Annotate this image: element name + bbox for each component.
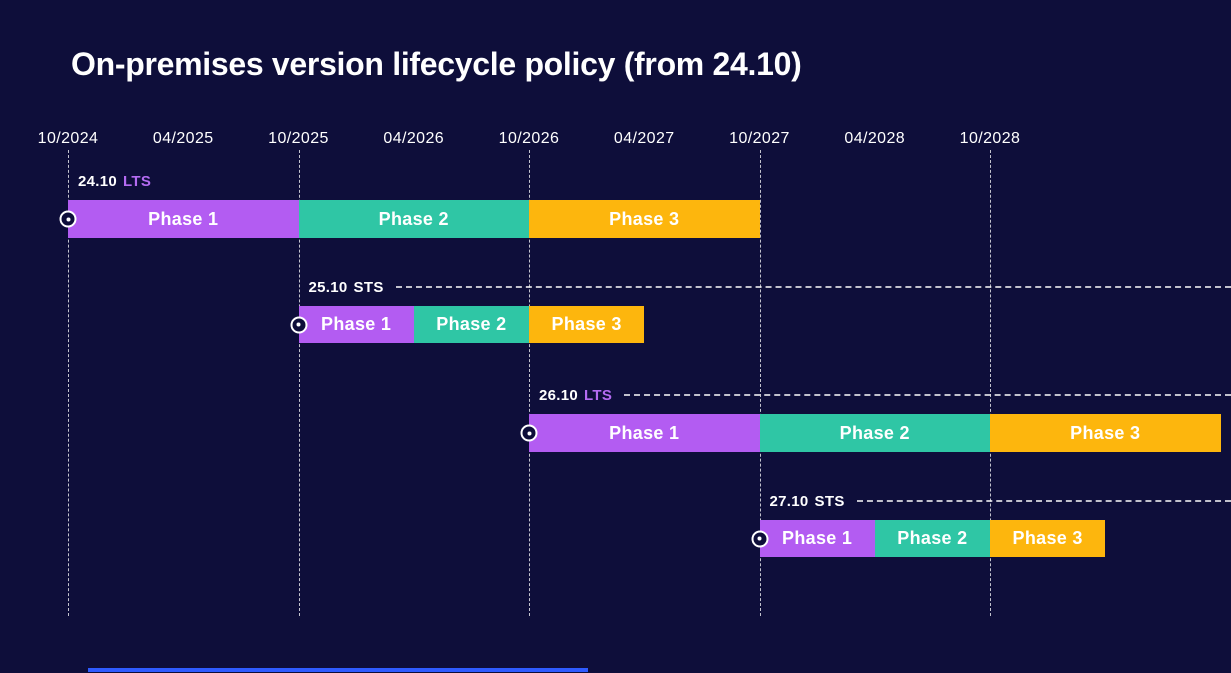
phase-bar: Phase 1	[68, 200, 299, 238]
axis-tick-label: 10/2027	[729, 130, 790, 147]
marker-dot	[296, 322, 301, 327]
release-start-marker	[751, 530, 768, 547]
axis-tick-label: 04/2027	[613, 130, 675, 147]
phase-bar: Phase 3	[529, 306, 645, 343]
axis-tick-label: 10/2026	[498, 130, 560, 147]
page-title: On-premises version lifecycle policy (fr…	[71, 46, 802, 82]
release-version: 26.10	[539, 386, 579, 404]
dashed-extension-line	[856, 500, 1231, 502]
axis-tick-label: 10/2025	[268, 130, 329, 147]
timeline-gridline	[759, 150, 761, 616]
release-start-marker	[59, 210, 77, 228]
marker-dot	[66, 217, 70, 221]
phase-bar: Phase 1	[759, 520, 875, 557]
dashed-extension-line	[624, 394, 1231, 396]
phase-bar: Phase 2	[298, 200, 529, 238]
timeline-gridline	[990, 150, 991, 616]
axis-tick-label: 04/2028	[844, 130, 906, 147]
axis-tick-label: 04/2026	[383, 130, 445, 147]
release-channel: STS	[353, 278, 384, 296]
axis-tick-label: 10/2028	[959, 130, 1021, 147]
release-label: 26.10 LTS	[539, 384, 1231, 406]
phase-bar: Phase 2	[759, 414, 990, 452]
phase-bar: Phase 2	[413, 306, 529, 343]
axis-tick-label: 10/2024	[37, 130, 99, 147]
bottom-accent-bar	[88, 668, 588, 672]
release-channel: STS	[814, 492, 845, 510]
release-channel: LTS	[584, 386, 613, 404]
release-start-marker	[290, 316, 307, 333]
release-label: 24.10 LTS	[78, 170, 1231, 192]
phase-bar: Phase 2	[874, 520, 990, 557]
marker-dot	[527, 431, 531, 435]
phase-bar: Phase 1	[298, 306, 414, 343]
phase-bar: Phase 1	[529, 414, 760, 452]
phase-bar: Phase 3	[529, 200, 760, 238]
timeline-gridline	[529, 150, 530, 616]
release-label: 25.10 STS	[309, 276, 1231, 298]
marker-dot	[757, 536, 762, 541]
dashed-extension-line	[395, 286, 1231, 288]
phase-bar: Phase 3	[990, 520, 1106, 557]
release-version: 24.10	[78, 172, 118, 190]
timeline-gridline	[68, 150, 69, 616]
release-version: 25.10	[308, 278, 348, 296]
release-start-marker	[520, 424, 538, 442]
release-label: 27.10 STS	[770, 490, 1231, 512]
timeline-gridline	[298, 150, 300, 616]
phase-bar: Phase 3	[990, 414, 1221, 452]
axis-tick-label: 04/2025	[152, 130, 214, 147]
release-version: 27.10	[769, 492, 809, 510]
release-channel: LTS	[123, 172, 152, 190]
